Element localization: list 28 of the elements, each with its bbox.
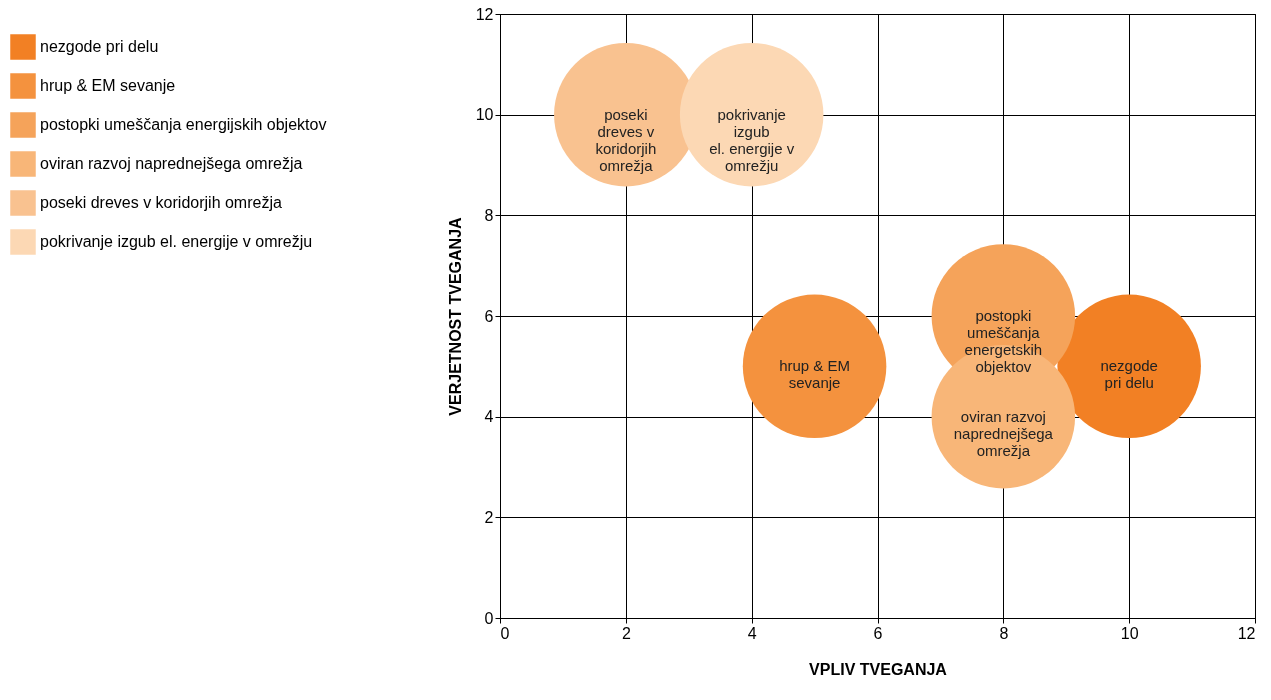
legend-label: oviran razvoj naprednejšega omrežja bbox=[40, 155, 303, 172]
y-tick-label: 6 bbox=[484, 307, 494, 325]
y-tick-label: 0 bbox=[484, 609, 494, 627]
annotation: nezgode pri delu bbox=[1100, 357, 1158, 392]
y-tick-label: 12 bbox=[475, 5, 494, 23]
y-axis-title: VERJETNOST TVEGANJA bbox=[446, 216, 464, 416]
x-tick-label: 0 bbox=[500, 624, 510, 642]
x-tick-label: 8 bbox=[999, 624, 1009, 642]
annotation: pokrivanje izgub el. energije v omrežju bbox=[709, 105, 795, 174]
y-tick-label: 4 bbox=[484, 408, 494, 426]
x-tick-label: 6 bbox=[873, 624, 883, 642]
x-tick-label: 2 bbox=[621, 624, 631, 642]
annotation: postopki umeščanja energetskih objektov bbox=[964, 307, 1043, 375]
legend-label: poseki dreves v koridorjih omrežja bbox=[40, 194, 282, 211]
legend-label: nezgode pri delu bbox=[40, 38, 159, 55]
annotation: hrup & EM sevanje bbox=[779, 357, 851, 392]
legend-label: hrup & EM sevanje bbox=[40, 77, 176, 94]
x-tick-label: 12 bbox=[1237, 624, 1256, 642]
x-tick-label: 10 bbox=[1120, 624, 1139, 642]
annotation: poseki dreves v koridorjih omrežja bbox=[595, 105, 657, 174]
y-tick-label: 2 bbox=[484, 508, 494, 526]
y-tick-label: 8 bbox=[484, 206, 494, 224]
x-tick-label: 4 bbox=[747, 624, 757, 642]
legend-label: postopki umeščanja energijskih objektov bbox=[40, 116, 327, 133]
legend-label: pokrivanje izgub el. energije v omrežju bbox=[40, 233, 313, 250]
annotation: oviran razvoj naprednejšega omrežja bbox=[953, 407, 1054, 459]
x-axis-title: VPLIV TVEGANJA bbox=[809, 660, 948, 678]
y-tick-label: 10 bbox=[475, 106, 494, 124]
